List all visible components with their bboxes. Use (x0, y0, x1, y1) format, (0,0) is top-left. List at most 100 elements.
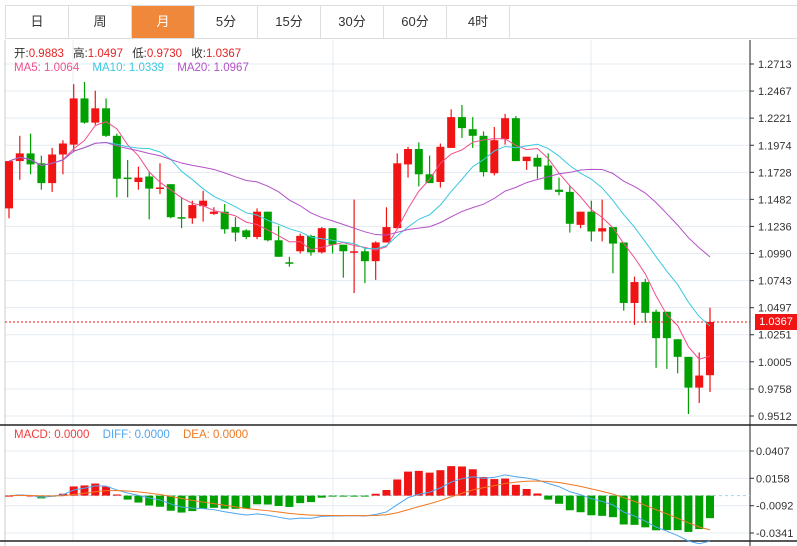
macd-histogram-bar (490, 479, 499, 496)
candle-body (242, 230, 251, 237)
ma-legend: MA5: 1.0064 MA10: 1.0339 MA20: 1.0967 (14, 62, 255, 74)
macd-histogram-bar (91, 483, 100, 496)
macd-histogram-bar (522, 488, 531, 496)
macd-histogram-bar (414, 470, 423, 496)
macd-histogram-bar (296, 495, 305, 504)
candle-body (652, 311, 661, 339)
candle-body (522, 156, 531, 162)
candle-body (339, 244, 348, 252)
diff-value: DIFF: 0.0000 (102, 429, 170, 441)
tab-60min[interactable]: 60分 (384, 6, 447, 38)
candle-body (274, 240, 283, 257)
macd-histogram-bar (630, 495, 639, 525)
macd-histogram-bar (457, 466, 466, 496)
macd-histogram-bar (188, 495, 197, 512)
macd-histogram-bar (209, 495, 218, 508)
macd-histogram-bar (555, 495, 564, 504)
high-label: 高: (73, 48, 88, 60)
low-label: 低: (132, 48, 147, 60)
tab-30min[interactable]: 30分 (321, 6, 384, 38)
macd-histogram-bar (155, 495, 164, 507)
tab-day[interactable]: 日 (6, 6, 69, 38)
candle-body (447, 117, 456, 148)
candle-body (80, 98, 89, 123)
macd-histogram-bar (436, 470, 445, 496)
y-tick-label: 1.1974 (758, 140, 792, 152)
macd-histogram-bar (479, 477, 488, 496)
macd-histogram-bar (652, 495, 661, 531)
timeframe-tabs: 日 周 月 5分 15分 30分 60分 4时 (5, 5, 797, 39)
macd-histogram-bar (134, 495, 143, 503)
candle-body (209, 211, 218, 214)
macd-histogram-bar (619, 495, 628, 525)
macd-histogram-bar (220, 495, 229, 509)
open-label: 开: (14, 48, 29, 60)
macd-histogram-bar (177, 495, 186, 513)
macd-histogram-bar (684, 495, 693, 532)
macd-histogram-bar (123, 495, 132, 500)
candle-body (490, 140, 499, 174)
candle-body (576, 211, 585, 225)
close-label: 收: (191, 48, 206, 60)
y-tick-label: 1.1728 (758, 167, 792, 179)
macd-histogram-bar (145, 495, 154, 506)
candle-body (565, 191, 574, 224)
tab-5min[interactable]: 5分 (195, 6, 258, 38)
candle-body (48, 154, 57, 184)
ma5-value: MA5: 1.0064 (14, 62, 80, 74)
y-tick-label: 1.2221 (758, 113, 792, 125)
macd-histogram-bar (274, 495, 283, 507)
tab-15min[interactable]: 15分 (258, 6, 321, 38)
candle-body (220, 211, 229, 230)
candle-body (69, 98, 78, 145)
macd-histogram-bar (112, 494, 121, 496)
macd-legend: MACD: 0.0000 DIFF: 0.0000 DEA: 0.0000 (14, 429, 254, 441)
macd-histogram-bar (587, 495, 596, 516)
candle-body (285, 262, 294, 264)
tab-month[interactable]: 月 (132, 6, 195, 38)
macd-histogram-bar (328, 495, 337, 497)
macd-histogram-bar (350, 495, 359, 497)
candle-body (662, 311, 671, 339)
candle-body (199, 200, 208, 207)
y-tick-label: 1.2713 (758, 59, 792, 71)
macd-histogram-bar (533, 493, 542, 496)
macd-histogram-bar (468, 469, 477, 496)
ma20-line (8, 142, 711, 258)
macd-histogram-bar (544, 495, 553, 500)
ohlc-legend: 开:0.9883 高:1.0497 低:0.9730 收:1.0367 (14, 45, 247, 61)
candle-body (501, 118, 510, 140)
candle-body (479, 135, 488, 173)
high-value: 1.0497 (87, 48, 123, 60)
macd-histogram-bar (695, 495, 704, 530)
tab-4hour[interactable]: 4时 (447, 6, 510, 38)
macd-histogram-bar (706, 495, 714, 519)
candle-body (371, 242, 380, 262)
macd-histogram-bar (576, 495, 585, 513)
candle-body (134, 177, 143, 182)
tab-week[interactable]: 周 (69, 6, 132, 38)
candle-body (263, 211, 272, 241)
macd-y-tick-label: 0.0407 (756, 446, 790, 458)
candle-body (166, 184, 175, 218)
macd-histogram-bar (425, 472, 434, 496)
dea-value: DEA: 0.0000 (182, 429, 249, 441)
macd-histogram-bar (339, 495, 348, 497)
macd-histogram-bar (231, 495, 240, 509)
candle-body (544, 165, 553, 190)
candle-body (468, 129, 477, 136)
y-tick-label: 1.1236 (758, 221, 792, 233)
macd-value: MACD: 0.0000 (14, 429, 90, 441)
ma10-value: MA10: 1.0339 (92, 62, 165, 74)
candle-body (5, 161, 13, 209)
macd-histogram-bar (317, 495, 326, 498)
macd-histogram-bar (69, 486, 78, 496)
candle-body (328, 228, 337, 245)
macd-histogram-bar (285, 495, 294, 507)
y-tick-label: 1.2467 (758, 86, 792, 98)
candle-body (436, 146, 445, 182)
candle-body (188, 205, 197, 219)
candle-body (404, 149, 413, 165)
candle-body (112, 135, 121, 179)
